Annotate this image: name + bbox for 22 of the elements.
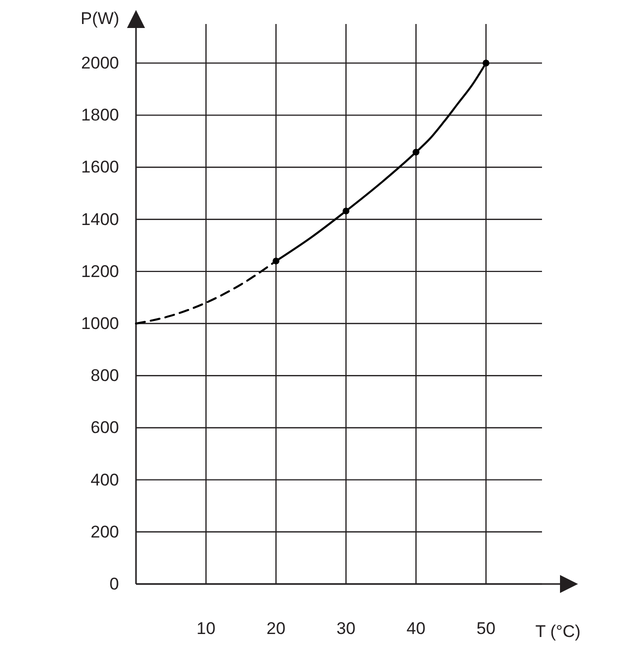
point <box>342 208 350 214</box>
point <box>272 258 280 264</box>
y-tick-label: 1400 <box>81 210 119 229</box>
y-tick-label: 2000 <box>81 54 119 73</box>
x-tick-label: 40 <box>406 619 426 638</box>
y-tick-label: 1800 <box>81 106 119 125</box>
point <box>412 148 420 156</box>
y-axis-title: P(W) <box>80 9 120 28</box>
x-axis-title: T (°C) <box>535 622 581 641</box>
y-tick-label: 600 <box>90 418 119 438</box>
x-tick-label: 30 <box>336 619 356 638</box>
x-tick-label: 10 <box>196 619 216 638</box>
y-tick-label: 200 <box>90 522 119 542</box>
y-tick-label: 0 <box>110 574 119 594</box>
y-tick-label: 1200 <box>81 262 119 281</box>
x-tick-label: 50 <box>476 619 496 638</box>
y-tick-label: 1000 <box>81 314 119 333</box>
x-tick-label: 20 <box>266 619 286 638</box>
y-tick-label: 1600 <box>81 158 119 177</box>
y-tick-label: 800 <box>90 366 119 386</box>
point <box>482 60 490 66</box>
y-tick-label: 400 <box>90 470 119 490</box>
